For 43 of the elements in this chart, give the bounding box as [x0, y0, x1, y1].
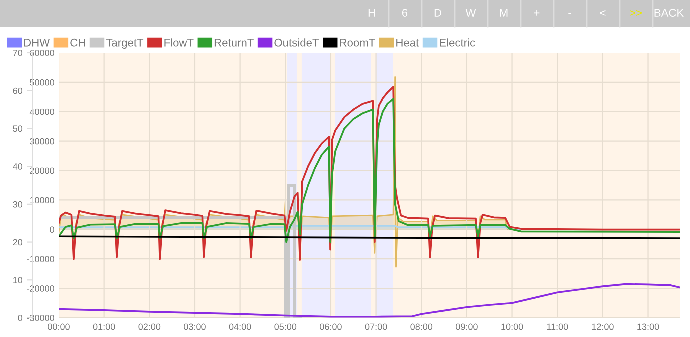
y2-tick-label: 30000	[30, 138, 54, 145]
legend-label: DHW	[24, 39, 50, 47]
y2-tick-label: 60000	[30, 50, 54, 56]
x-tick-label: 08:00	[410, 324, 433, 330]
x-tick-label: 06:00	[320, 324, 342, 330]
legend-label: FlowT	[164, 38, 194, 47]
text: <	[600, 10, 606, 16]
legend-label: Heat	[396, 39, 420, 47]
legend-label: CH	[70, 38, 86, 47]
y-tick-label: 30	[13, 201, 23, 208]
x-tick-label: 04:00	[229, 324, 252, 330]
y2-tick-label: 0	[50, 226, 54, 234]
x-tick-label: 12:00	[592, 324, 614, 330]
y2-tick-label: 20000	[30, 168, 54, 174]
x-tick-label: 13:00	[638, 324, 660, 330]
y-tick-label: 60	[13, 88, 23, 94]
x-tick-label: 09:00	[456, 324, 478, 330]
legend-label: ReturnT	[214, 39, 254, 47]
y2-tick-label: -30000	[27, 314, 54, 322]
y2-tick-label: 40000	[30, 108, 54, 116]
x-tick-label: 10:00	[502, 324, 524, 330]
legend-label: TargetT	[106, 39, 144, 49]
x-tick-label: 11:00	[547, 324, 568, 330]
x-tick-label: 05:00	[274, 324, 297, 330]
x-tick-label: 07:00	[365, 324, 388, 330]
y-tick-label: 10	[14, 277, 23, 284]
text: >>	[630, 10, 642, 16]
x-tick-label: 02:00	[138, 324, 161, 330]
legend-label: RoomT	[340, 39, 376, 47]
y-tick-label: 50	[13, 126, 23, 132]
y-tick-label: 40	[13, 164, 23, 170]
x-tick-label: 01:00	[93, 324, 116, 330]
x-tick-label: 00:00	[48, 324, 70, 330]
y-tick-label: 0	[18, 314, 23, 322]
y-tick-label: 70	[13, 50, 23, 56]
x-tick-label: 03:00	[184, 324, 206, 330]
y2-tick-label: -20000	[27, 286, 54, 292]
text: +	[534, 10, 540, 16]
legend-label: Electric	[440, 38, 476, 47]
y-tick-label: 20	[13, 239, 23, 246]
y2-tick-label: 50000	[30, 79, 54, 86]
legend-label: OutsideT	[274, 38, 320, 47]
text: -	[568, 13, 572, 14]
